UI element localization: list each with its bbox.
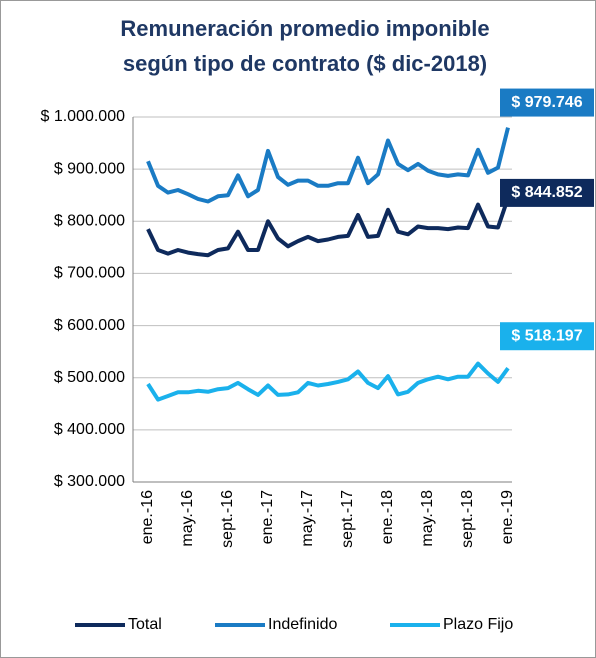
x-tick-label: ene.-19 xyxy=(499,490,516,544)
value-label: $ 979.746 xyxy=(511,94,582,111)
series-line xyxy=(146,197,510,258)
x-tick-label: sept.-18 xyxy=(459,490,476,548)
x-tick-label: may.-17 xyxy=(299,490,316,547)
y-tick-label: $ 400.000 xyxy=(54,421,125,438)
x-tick-label: ene.-16 xyxy=(139,490,156,544)
y-tick-label: $ 1.000.000 xyxy=(40,108,125,125)
value-label-box xyxy=(500,322,594,351)
y-tick-label: $ 900.000 xyxy=(54,160,125,177)
legend-label: Indefinido xyxy=(268,616,337,633)
series-line xyxy=(146,361,510,402)
value-label-box xyxy=(500,178,594,207)
value-label: $ 844.852 xyxy=(511,184,582,201)
x-tick-label: may.-16 xyxy=(179,490,196,547)
y-tick-label: $ 600.000 xyxy=(54,317,125,334)
legend-label: Plazo Fijo xyxy=(443,616,513,633)
chart-title: según tipo de contrato ($ dic-2018) xyxy=(123,51,487,76)
x-tick-label: ene.-18 xyxy=(379,490,396,544)
y-tick-label: $ 500.000 xyxy=(54,369,125,386)
x-tick-label: sept.-16 xyxy=(219,490,236,548)
x-tick-label: may.-18 xyxy=(419,490,436,547)
x-tick-label: sept.-17 xyxy=(339,490,356,548)
series-line xyxy=(146,127,510,204)
value-label-box xyxy=(500,88,594,117)
chart-title: Remuneración promedio imponible xyxy=(120,16,489,41)
legend-label: Total xyxy=(128,616,162,633)
y-tick-label: $ 800.000 xyxy=(54,213,125,230)
y-tick-label: $ 300.000 xyxy=(54,473,125,490)
x-tick-label: ene.-17 xyxy=(259,490,276,544)
y-tick-label: $ 700.000 xyxy=(54,265,125,282)
value-label: $ 518.197 xyxy=(511,327,582,344)
